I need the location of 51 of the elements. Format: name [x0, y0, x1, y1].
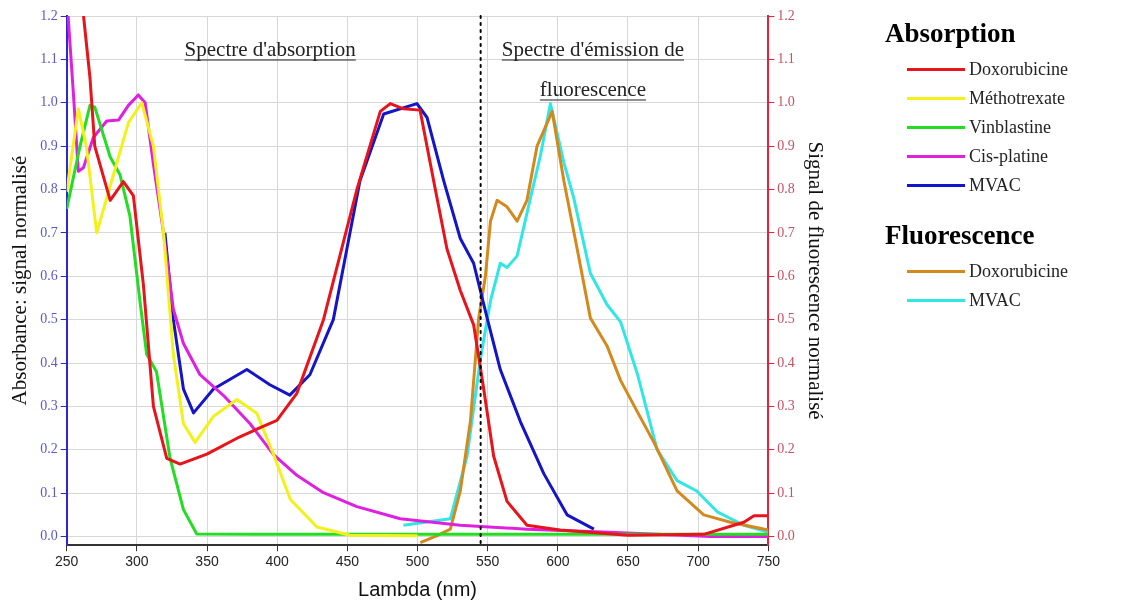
annotation: Spectre d'absorption — [184, 37, 357, 61]
legend-label: Cis-platine — [969, 146, 1048, 167]
y2-tick-label: 0.8 — [777, 181, 795, 197]
y-tick-label: 0.2 — [40, 441, 58, 457]
x-tick-label: 400 — [265, 553, 290, 570]
legend-label: Doxorubicine — [969, 59, 1068, 80]
legend-label: MVAC — [969, 175, 1021, 196]
y-tick-label: 0.9 — [40, 137, 58, 153]
x-tick-label: 500 — [405, 553, 430, 570]
x-tick-label: 700 — [686, 553, 711, 570]
y2-tick-label: 0.5 — [777, 311, 795, 327]
y2-tick-label: 0.4 — [777, 354, 795, 370]
x-tick-label: 450 — [335, 553, 360, 570]
y-tick-label: 1.1 — [40, 51, 58, 67]
y2-tick-label: 1.0 — [777, 94, 795, 110]
y-tick-label: 0.8 — [40, 181, 58, 197]
y2-axis-title: Signal de fluorescence normalisé — [803, 141, 828, 420]
y-tick-label: 1.0 — [40, 94, 58, 110]
legend-label: Doxorubicine — [969, 261, 1068, 282]
legend-label: Méthotrexate — [969, 88, 1065, 109]
x-tick-label: 750 — [756, 553, 781, 570]
y2-tick-label: 1.2 — [777, 7, 795, 23]
y2-tick-label: 0.9 — [777, 137, 795, 153]
x-tick-label: 550 — [475, 553, 500, 570]
y2-tick-label: 0.0 — [777, 528, 795, 544]
y-tick-label: 0.4 — [40, 354, 58, 370]
y-tick-label: 0.1 — [40, 484, 58, 500]
y2-tick-label: 1.1 — [777, 51, 795, 67]
y-tick-label: 0.0 — [40, 528, 58, 544]
y-tick-label: 0.5 — [40, 311, 58, 327]
x-tick-label: 650 — [616, 553, 640, 570]
x-tick-label: 350 — [195, 553, 219, 570]
y-axis-title: Absorbance: signal normalisé — [7, 155, 32, 406]
y-tick-label: 0.3 — [40, 398, 58, 414]
y2-tick-label: 0.3 — [777, 398, 795, 414]
text: Absorption — [885, 18, 1016, 48]
x-tick-label: 300 — [125, 553, 149, 570]
y-tick-label: 1.2 — [40, 7, 58, 23]
legend-label: Vinblastine — [969, 117, 1051, 138]
y2-tick-label: 0.7 — [777, 224, 795, 240]
x-tick-label: 600 — [546, 553, 570, 570]
text: Fluorescence — [885, 220, 1035, 250]
legend-label: MVAC — [969, 290, 1021, 311]
y2-tick-label: 0.2 — [777, 441, 795, 457]
y2-tick-label: 0.6 — [777, 267, 795, 283]
annotation: Spectre d'émission de fluorescence — [501, 37, 685, 101]
x-axis-title: Lambda (nm) — [358, 577, 477, 600]
y-tick-label: 0.6 — [40, 267, 58, 283]
x-tick-label: 250 — [55, 553, 79, 570]
y-tick-label: 0.7 — [40, 224, 58, 240]
y2-tick-label: 0.1 — [777, 484, 795, 500]
